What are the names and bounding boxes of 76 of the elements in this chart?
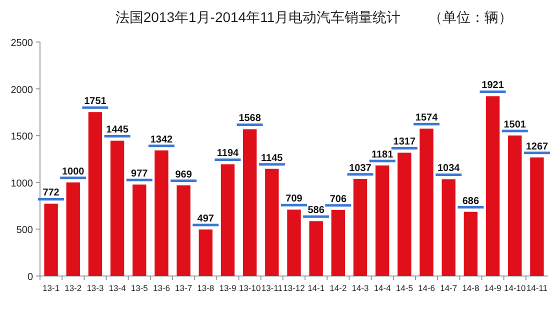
bar: [198, 229, 212, 276]
bar: [442, 179, 456, 276]
x-tick-label: 14-3: [352, 283, 370, 293]
data-label: 1034: [437, 163, 460, 174]
data-label: 706: [330, 194, 347, 205]
x-tick-label: 13-9: [219, 283, 237, 293]
bar: [88, 112, 102, 276]
x-tick-label: 13-10: [238, 283, 261, 293]
bar: [154, 150, 168, 276]
data-label: 1501: [504, 120, 526, 131]
x-tick-label: 13-2: [64, 283, 82, 293]
bar: [132, 184, 146, 276]
x-tick-label: 13-4: [108, 283, 126, 293]
x-tick-label: 13-6: [152, 283, 170, 293]
x-tick-label: 13-11: [261, 283, 283, 293]
chart-title: 法国2013年1月-2014年11月电动汽车销量统计 （单位：辆）: [115, 9, 513, 25]
bar: [376, 165, 390, 276]
x-tick-label: 14-7: [440, 283, 458, 293]
y-tick-label: 1500: [10, 132, 34, 143]
x-tick-label: 14-1: [308, 283, 325, 293]
bar: [420, 128, 434, 276]
data-label: 1921: [482, 80, 504, 92]
data-label: 1181: [371, 149, 394, 160]
x-tick-label: 14-5: [396, 283, 414, 293]
data-label: 1037: [349, 162, 372, 174]
bar: [287, 210, 301, 276]
data-label: 497: [197, 213, 214, 224]
data-label: 709: [286, 194, 303, 205]
y-tick-label: 1000: [10, 178, 34, 190]
y-tick-label: 2500: [10, 38, 34, 49]
data-label: 586: [308, 205, 325, 216]
x-tick-label: 14-2: [330, 283, 347, 293]
x-tick-label: 14-8: [462, 283, 480, 293]
y-tick-label: 2000: [10, 84, 34, 96]
x-tick-label: 13-7: [175, 283, 192, 293]
y-tick-label: 0: [27, 272, 34, 283]
bar: [508, 136, 522, 276]
data-label: 1317: [393, 136, 416, 148]
bar: [530, 157, 544, 276]
x-tick-label: 14-6: [418, 283, 436, 293]
x-tick-label: 13-8: [197, 283, 214, 293]
bar: [220, 164, 235, 276]
data-label: 969: [175, 169, 192, 180]
data-label: 772: [42, 188, 60, 199]
data-label: 686: [462, 196, 480, 207]
bar: [398, 152, 412, 276]
data-label: 1574: [415, 112, 438, 124]
data-label: 1194: [216, 148, 240, 160]
bar: [486, 96, 500, 276]
data-label: 1145: [261, 152, 284, 164]
x-tick-label: 14-4: [374, 283, 392, 293]
y-tick-label: 500: [16, 225, 34, 236]
data-label: 1000: [62, 166, 85, 178]
data-label: 977: [131, 168, 148, 180]
x-tick-label: 13-12: [283, 283, 306, 293]
bar: [353, 178, 368, 276]
data-label: 1568: [238, 113, 262, 124]
x-tick-label: 13-3: [86, 283, 104, 293]
bar: [464, 212, 478, 276]
x-tick-label: 13-1: [42, 283, 60, 293]
x-tick-label: 14-9: [484, 283, 502, 293]
bar: [110, 140, 124, 276]
data-label: 1342: [150, 134, 174, 146]
x-tick-label: 13-5: [130, 283, 148, 293]
bar: [176, 185, 190, 276]
bar: [309, 221, 323, 276]
bar: [331, 210, 346, 276]
bar: [265, 168, 279, 276]
x-tick-label: 14-10: [504, 283, 526, 293]
bar: [242, 129, 257, 276]
data-label: 1751: [84, 96, 107, 108]
bar: [66, 182, 80, 276]
data-label: 1445: [106, 124, 129, 136]
data-label: 1267: [526, 141, 549, 152]
bar: [44, 204, 58, 276]
x-tick-label: 14-11: [526, 283, 548, 293]
